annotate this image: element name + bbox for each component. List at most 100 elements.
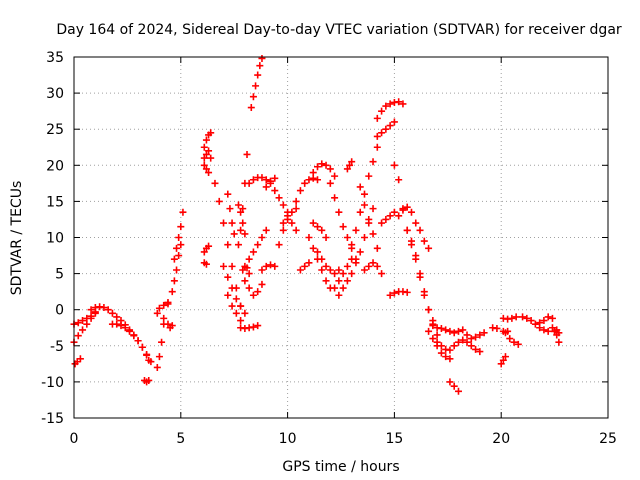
data-point — [292, 205, 300, 213]
chart-title: Day 164 of 2024, Sidereal Day-to-day VTE… — [56, 22, 622, 38]
data-point — [390, 161, 398, 169]
data-point — [121, 324, 129, 332]
data-point — [454, 387, 462, 395]
data-point — [160, 301, 168, 309]
data-point — [288, 208, 296, 216]
data-point — [450, 329, 458, 337]
data-point — [288, 219, 296, 227]
data-point — [339, 223, 347, 231]
data-point — [403, 226, 411, 234]
data-point — [226, 205, 234, 213]
data-point — [318, 160, 326, 168]
y-tick-label: 25 — [46, 122, 64, 138]
data-point — [348, 241, 356, 249]
data-point — [205, 242, 213, 250]
data-point — [245, 179, 253, 187]
data-point — [450, 382, 458, 390]
data-point — [200, 154, 208, 162]
data-point — [386, 212, 394, 220]
data-point — [544, 327, 552, 335]
data-point — [254, 241, 262, 249]
data-point — [243, 264, 251, 272]
data-point — [395, 98, 403, 106]
data-point — [108, 309, 116, 317]
data-point — [258, 174, 266, 182]
data-point — [378, 107, 386, 115]
y-tick-label: -5 — [50, 339, 64, 355]
data-point — [326, 179, 334, 187]
data-point — [399, 100, 407, 108]
data-point — [239, 266, 247, 274]
data-point — [168, 322, 176, 330]
data-point — [318, 255, 326, 263]
data-point — [390, 208, 398, 216]
data-point — [390, 289, 398, 297]
data-point — [74, 332, 82, 340]
data-point — [352, 259, 360, 267]
data-point — [360, 201, 368, 209]
data-point — [356, 248, 364, 256]
data-point — [247, 104, 255, 112]
data-point — [360, 266, 368, 274]
data-point — [267, 261, 275, 269]
data-point — [173, 266, 181, 274]
data-point — [153, 309, 161, 317]
data-point — [425, 306, 433, 314]
data-point — [322, 234, 330, 241]
data-point — [378, 129, 386, 137]
data-point — [369, 230, 377, 238]
data-point — [237, 226, 245, 234]
data-point — [335, 266, 343, 274]
data-point — [160, 314, 168, 322]
data-point — [467, 335, 475, 343]
data-point — [416, 226, 424, 234]
data-point — [446, 355, 454, 363]
data-point — [348, 255, 356, 263]
data-point — [249, 176, 257, 184]
data-point — [205, 169, 213, 177]
data-point — [309, 169, 317, 177]
data-point — [378, 219, 386, 227]
data-point — [403, 288, 411, 296]
data-point — [256, 62, 264, 70]
data-point — [429, 322, 437, 330]
data-point — [202, 260, 210, 268]
data-point — [239, 205, 247, 213]
data-point — [437, 349, 445, 357]
data-point — [100, 304, 108, 312]
x-tick-label: 25 — [599, 431, 617, 447]
data-point — [373, 244, 381, 252]
data-point — [177, 223, 185, 231]
data-point — [365, 262, 373, 270]
data-point — [382, 102, 390, 110]
data-point — [437, 342, 445, 350]
data-point — [220, 262, 228, 270]
data-point — [224, 190, 232, 198]
data-point — [87, 312, 95, 320]
data-point — [412, 252, 420, 260]
x-axis-label: GPS time / hours — [282, 459, 399, 475]
data-point — [205, 147, 213, 155]
data-point — [382, 215, 390, 223]
data-point — [322, 277, 330, 285]
data-point — [200, 248, 208, 256]
data-point — [343, 277, 351, 285]
data-point — [271, 187, 279, 195]
data-point — [254, 71, 262, 79]
data-point — [237, 302, 245, 310]
plot-frame — [73, 56, 609, 419]
data-point — [76, 355, 84, 363]
data-point — [258, 54, 266, 62]
data-point — [305, 176, 313, 184]
data-point — [335, 277, 343, 285]
data-point — [322, 262, 330, 270]
data-point — [373, 143, 381, 151]
data-point — [292, 226, 300, 234]
data-point — [87, 306, 95, 314]
y-tick-label: 30 — [46, 86, 64, 102]
data-point — [230, 230, 238, 238]
data-point — [540, 326, 548, 334]
data-point — [79, 326, 87, 334]
data-point — [296, 266, 304, 274]
data-point — [211, 179, 219, 187]
